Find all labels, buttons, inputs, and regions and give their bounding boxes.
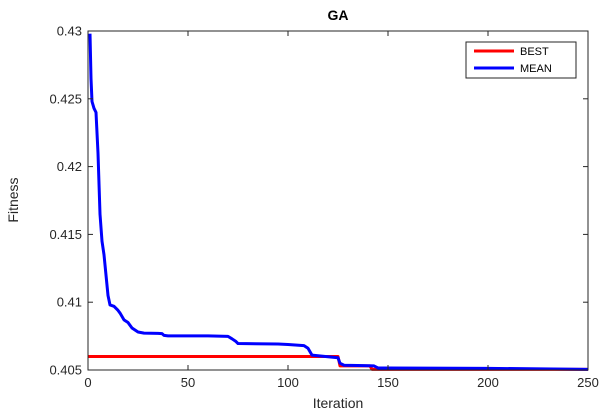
series-line-mean: [88, 33, 589, 371]
x-axis-label: Iteration: [313, 395, 364, 411]
x-tick-label: 250: [577, 375, 599, 390]
y-tick-label: 0.405: [49, 363, 82, 378]
y-tick-label: 0.41: [57, 295, 82, 310]
x-tick-label: 200: [477, 375, 499, 390]
series-layer: [88, 33, 589, 371]
tick-layer: 0 50 100 150 200 250 0.405 0.41 0.415 0.42 0.425 0.…: [49, 24, 598, 391]
y-tick-label: 0.43: [57, 24, 82, 39]
y-tick-label: 0.425: [49, 91, 82, 106]
x-tick-label: 0: [84, 375, 91, 390]
y-tick-label: 0.42: [57, 159, 82, 174]
y-axis-label: Fitness: [5, 177, 21, 222]
plot-frame: [87, 30, 589, 371]
x-tick-label: 100: [277, 375, 299, 390]
legend-box: [465, 41, 577, 79]
x-tick-label: 150: [377, 375, 399, 390]
plot-area: [88, 31, 588, 370]
legend-label-best: BEST: [520, 46, 549, 58]
chart-title: GA: [328, 7, 349, 23]
x-tick-label: 50: [181, 375, 195, 390]
legend-label-mean: MEAN: [520, 63, 552, 75]
y-tick-label: 0.415: [49, 227, 82, 242]
legend: BEST MEAN: [465, 41, 577, 79]
